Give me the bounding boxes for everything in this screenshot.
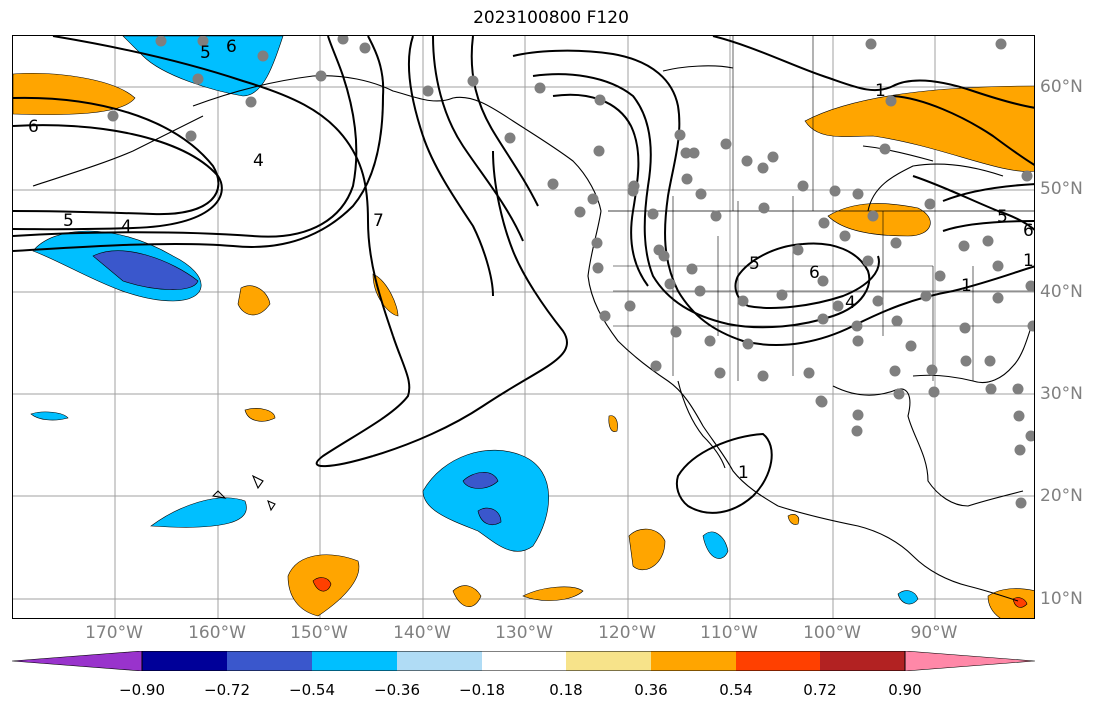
contour-labels: 6 5 4 6 5 4 7 5 6 4 1 1 5 6 1 1 xyxy=(28,37,1034,483)
latitude-label: 40°N xyxy=(1040,282,1083,302)
colorbar-tick-label: 0.54 xyxy=(719,681,753,699)
contour-label: 1 xyxy=(738,463,749,483)
latitude-label: 30°N xyxy=(1040,384,1083,404)
contour-label: 4 xyxy=(845,293,856,313)
height-contours xyxy=(13,36,1034,514)
contour-label: 5 xyxy=(749,254,760,274)
colorbar-tick-label: −0.90 xyxy=(119,681,165,699)
latitude-label: 10°N xyxy=(1040,589,1083,609)
contour-label: 1 xyxy=(1023,251,1034,271)
colorbar-segment xyxy=(651,651,736,671)
longitude-label: 150°W xyxy=(290,623,348,643)
colorbar-segment xyxy=(482,651,566,671)
coastlines xyxy=(32,36,1034,602)
colorbar-segment xyxy=(312,651,397,671)
colorbar-tick-label: −0.54 xyxy=(289,681,335,699)
longitude-label: 140°W xyxy=(393,623,451,643)
contour-label: 5 xyxy=(997,207,1008,227)
contour-label: 6 xyxy=(809,263,820,283)
map-canvas: 6 5 4 6 5 4 7 5 6 4 1 1 5 6 1 1 xyxy=(13,36,1034,618)
station-markers xyxy=(107,36,1034,509)
colorbar-segment xyxy=(566,651,651,671)
colorbar-segment xyxy=(736,651,820,671)
map-panel[interactable]: 6 5 4 6 5 4 7 5 6 4 1 1 5 6 1 1 xyxy=(12,35,1035,619)
contour-label: 6 xyxy=(226,37,237,57)
longitude-label: 120°W xyxy=(598,623,656,643)
contour-label: 6 xyxy=(1023,221,1034,241)
longitude-label: 110°W xyxy=(700,623,758,643)
colorbar-tick-label: 0.90 xyxy=(888,681,922,699)
anomaly-shading xyxy=(13,36,1034,618)
colorbar-segment xyxy=(904,651,1035,671)
colorbar-tick-label: 0.18 xyxy=(549,681,583,699)
map-title: 2023100800 F120 xyxy=(473,8,629,28)
longitude-label: 170°W xyxy=(85,623,143,643)
contour-label: 5 xyxy=(200,43,211,63)
longitude-label: 160°W xyxy=(188,623,246,643)
latitude-label: 50°N xyxy=(1040,179,1083,199)
colorbar-tick-label: −0.18 xyxy=(459,681,505,699)
colorbar-tick-label: −0.72 xyxy=(204,681,250,699)
longitude-label: 90°W xyxy=(910,623,958,643)
colorbar-segment xyxy=(142,651,227,671)
contour-label: 1 xyxy=(875,81,886,101)
longitude-label: 100°W xyxy=(803,623,861,643)
colorbar-segment xyxy=(397,651,482,671)
colorbar-segment xyxy=(820,651,905,671)
contour-label: 7 xyxy=(373,211,384,231)
latitude-label: 20°N xyxy=(1040,486,1083,506)
contour-label: 6 xyxy=(28,117,39,137)
colorbar-tick-label: 0.72 xyxy=(803,681,837,699)
longitude-label: 130°W xyxy=(495,623,553,643)
colorbar xyxy=(12,651,1035,671)
colorbar-tick-label: −0.36 xyxy=(374,681,420,699)
contour-label: 4 xyxy=(121,217,132,237)
colorbar-tick-label: 0.36 xyxy=(634,681,668,699)
latitude-label: 60°N xyxy=(1040,77,1083,97)
contour-label: 5 xyxy=(63,211,74,231)
colorbar-segment xyxy=(12,651,143,671)
colorbar-segment xyxy=(227,651,312,671)
contour-label: 4 xyxy=(253,151,264,171)
contour-label: 1 xyxy=(961,276,972,296)
